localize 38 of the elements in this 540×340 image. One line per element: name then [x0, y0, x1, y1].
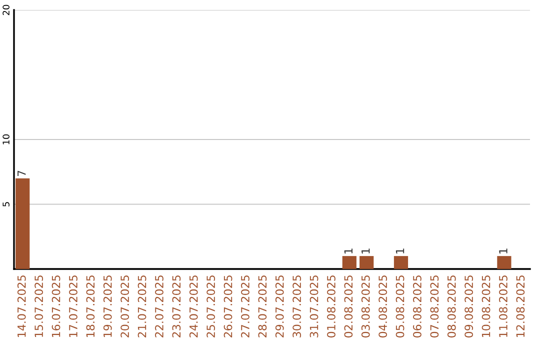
x-tick-label: 05.08.2025: [396, 276, 404, 338]
y-tick-label: 10: [2, 134, 10, 144]
data-label: 1: [344, 248, 352, 254]
x-tick-label: 31.07.2025: [310, 276, 318, 338]
x-tick-label: 17.07.2025: [69, 276, 78, 337]
x-tick-label: 28.07.2025: [258, 276, 267, 338]
x-tick-label: 16.07.2025: [52, 276, 60, 337]
x-tick-label: 15.07.2025: [34, 276, 44, 337]
x-tick-label: 24.07.2025: [189, 276, 198, 338]
x-tick-label: 18.07.2025: [86, 276, 95, 337]
x-tick-label: 30.07.2025: [292, 276, 302, 338]
x-tick-label: 02.08.2025: [344, 276, 353, 338]
data-label: 1: [362, 248, 370, 254]
x-tick-label: 22.07.2025: [155, 276, 164, 338]
x-tick-label: 01.08.2025: [327, 276, 336, 338]
x-tick-label: 21.07.2025: [138, 276, 146, 338]
x-tick-label: 27.07.2025: [241, 276, 250, 338]
x-tick-label: 23.07.2025: [172, 276, 181, 338]
x-tick-label: 19.07.2025: [103, 276, 112, 337]
x-tick-label: 25.07.2025: [206, 276, 216, 338]
x-tick-label: 26.07.2025: [224, 276, 232, 338]
x-tick-label: 20.07.2025: [120, 276, 130, 338]
x-tick-label: 04.08.2025: [378, 276, 388, 338]
x-tick-label: 03.08.2025: [361, 276, 370, 338]
x-tick-label: 11.08.2025: [499, 276, 508, 337]
data-label: 7: [18, 170, 26, 176]
x-tick-label: 14.07.2025: [17, 276, 26, 337]
x-tick-label: 07.08.2025: [430, 276, 439, 338]
x-tick-label: 29.07.2025: [275, 276, 284, 338]
x-tick-label: 09.08.2025: [464, 276, 474, 338]
x-tick-label: 06.08.2025: [413, 276, 422, 338]
y-tick-label: 20: [2, 4, 10, 16]
data-label: 1: [499, 248, 508, 254]
x-tick-label: 08.08.2025: [447, 276, 456, 338]
x-tick-label: 10.08.2025: [482, 276, 490, 337]
y-tick-label: 5: [2, 202, 10, 206]
data-label: 1: [396, 248, 404, 254]
x-tick-label: 12.08.2025: [516, 276, 525, 337]
